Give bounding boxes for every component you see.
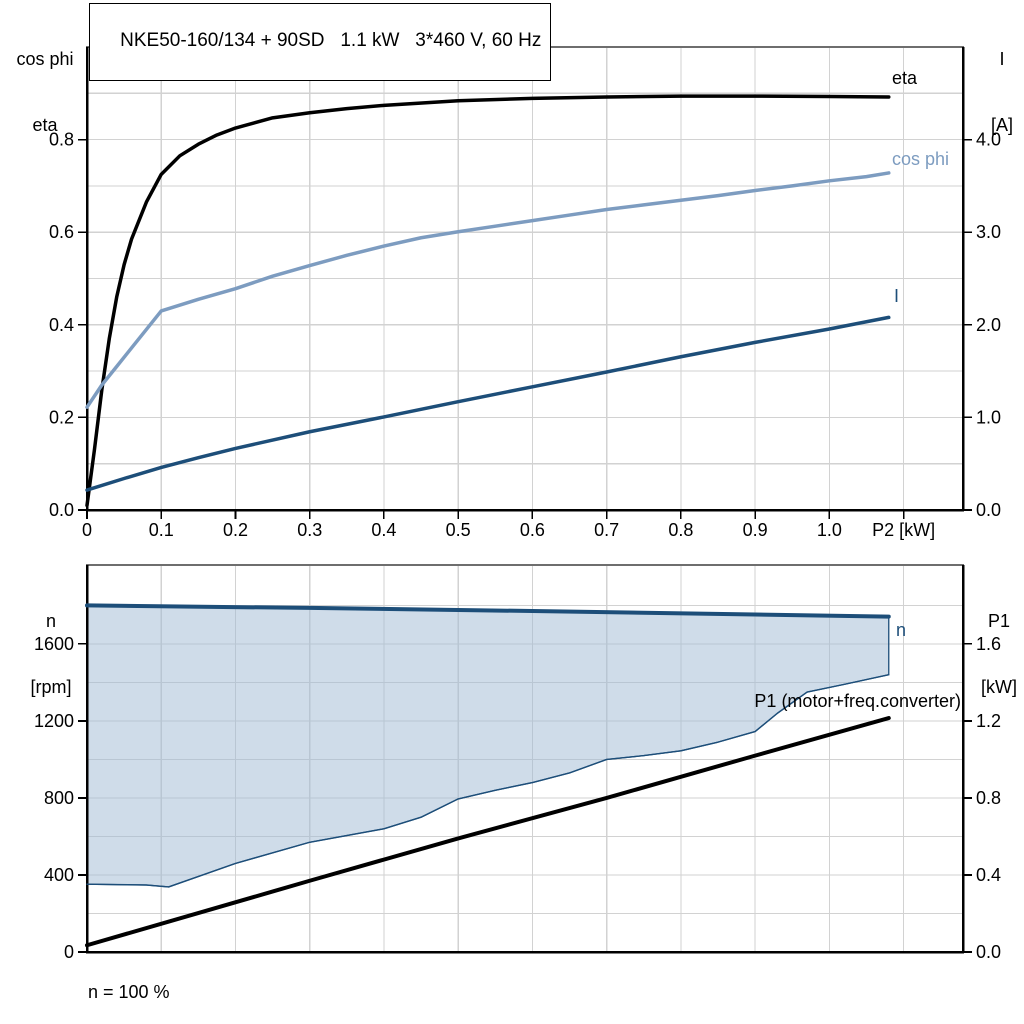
speed-range-region <box>86 604 890 888</box>
left-tick-label: 800 <box>44 788 74 808</box>
left-axis-title-line2: [rpm] <box>30 677 72 697</box>
right-tick-label: 0.4 <box>976 865 1001 885</box>
cos-phi-curve-label: cos phi <box>892 149 950 169</box>
x-tick-label: 0 <box>82 520 92 540</box>
x-tick-label: 0.1 <box>149 520 174 540</box>
right-axis-title-line1: I <box>999 49 1005 69</box>
x-tick-label: 0.3 <box>297 520 322 540</box>
left-axis-title-top-chart: cos phi eta <box>6 4 84 180</box>
x-tick-label: 0.7 <box>594 520 619 540</box>
left-axis-title-line1: n <box>45 611 56 631</box>
curve-n <box>85 603 891 619</box>
right-tick-label: 1.6 <box>976 634 1001 654</box>
right-tick-label: 0.0 <box>976 942 1001 962</box>
right-axis-title-line2: [A] <box>990 115 1013 135</box>
x-tick-label: 1.0 <box>817 520 842 540</box>
eta-curve-label: eta <box>892 68 918 88</box>
left-tick-label: 0.0 <box>49 500 74 520</box>
speed-curve-label: n <box>896 620 907 640</box>
x-tick-label: 0.2 <box>223 520 248 540</box>
right-axis-title-line2: [kW] <box>981 677 1017 697</box>
left-tick-label: 0.4 <box>49 315 74 335</box>
x-tick-label: 0.8 <box>668 520 693 540</box>
x-tick-label: 0.9 <box>743 520 768 540</box>
left-tick-label: 0 <box>64 942 74 962</box>
left-tick-label: 1200 <box>34 711 74 731</box>
chart-title: NKE50-160/134 + 90SD 1.1 kW 3*460 V, 60 … <box>120 30 542 51</box>
left-tick-label: 0.8 <box>49 130 74 150</box>
x-tick-label: 0.4 <box>371 520 396 540</box>
x-axis-label: P2 [kW] <box>872 520 935 540</box>
left-axis-title-line2: eta <box>32 115 58 135</box>
left-tick-label: 400 <box>44 865 74 885</box>
right-axis-title-bottom-chart: P1 [kW] <box>974 566 1024 742</box>
curve-p1-motor-freq-converter- <box>85 716 891 948</box>
left-axis-title-line1: cos phi <box>16 49 74 69</box>
right-tick-label: 2.0 <box>976 315 1001 335</box>
right-tick-label: 0.8 <box>976 788 1001 808</box>
right-tick-label: 3.0 <box>976 222 1001 242</box>
x-tick-label: 0.5 <box>446 520 471 540</box>
right-tick-label: 0.0 <box>976 500 1001 520</box>
curve-cos-phi <box>85 171 891 409</box>
speed-percentage-note: n = 100 % <box>88 982 170 1002</box>
right-axis-title-line1: P1 <box>987 611 1011 631</box>
left-tick-label: 1600 <box>34 634 74 654</box>
left-axis-title-bottom-chart: n [rpm] <box>22 566 80 742</box>
right-tick-label: 4.0 <box>976 130 1001 150</box>
right-axis-title-top-chart: I [A] <box>984 4 1020 180</box>
x-tick-label: 0.6 <box>520 520 545 540</box>
chart-title-box: NKE50-160/134 + 90SD 1.1 kW 3*460 V, 60 … <box>89 3 552 81</box>
right-tick-label: 1.2 <box>976 711 1001 731</box>
current-curve-label: I <box>894 286 900 306</box>
p1-curve-label: P1 (motor+freq.converter) <box>754 691 961 711</box>
right-tick-label: 1.0 <box>976 407 1001 427</box>
left-tick-label: 0.2 <box>49 407 74 427</box>
left-tick-label: 0.6 <box>49 222 74 242</box>
curve-i <box>85 315 891 492</box>
curve-eta <box>85 94 891 508</box>
curve-n-min-limit <box>86 674 890 888</box>
